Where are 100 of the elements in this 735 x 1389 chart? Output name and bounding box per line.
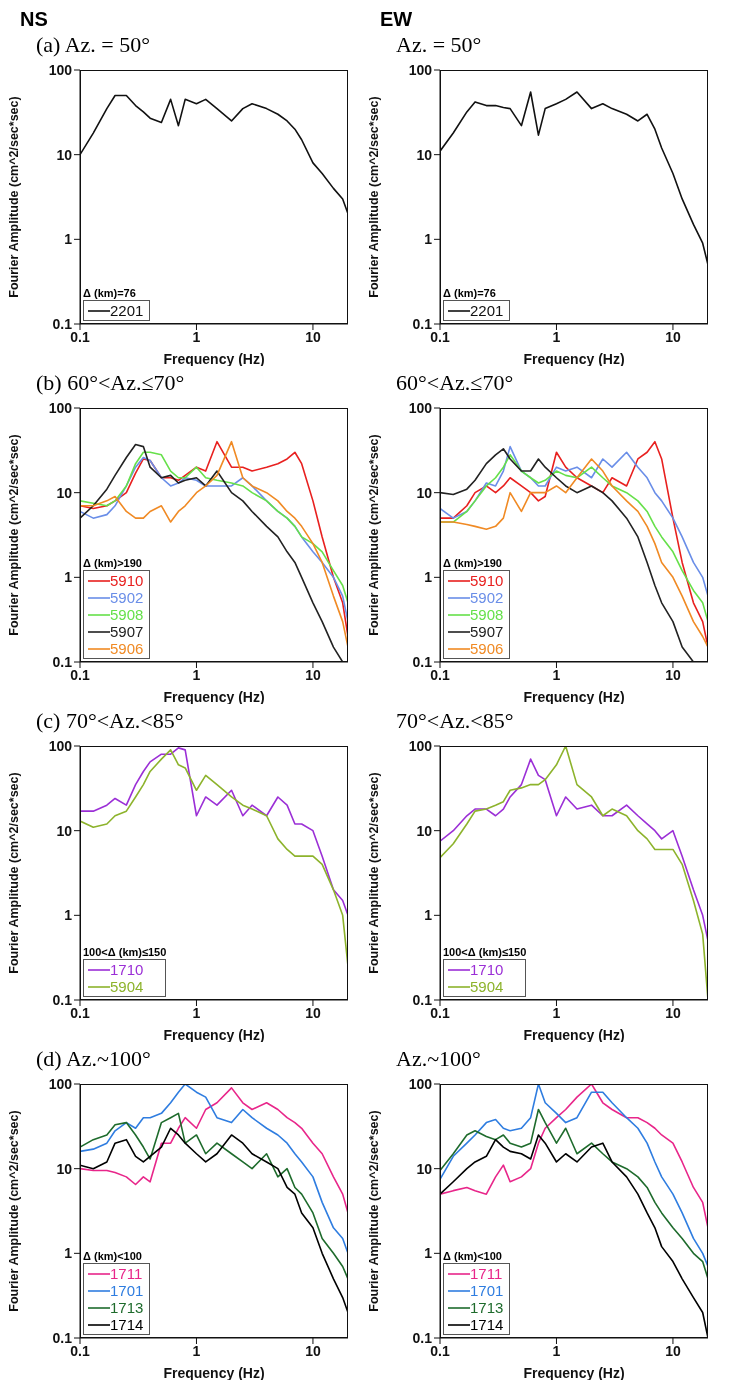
y-tick-label: 100 bbox=[48, 399, 73, 416]
x-tick-label: 10 bbox=[665, 666, 681, 683]
y-tick-label: 1 bbox=[64, 1245, 73, 1262]
x-tick-label: 1 bbox=[552, 1004, 561, 1021]
y-tick-label: 10 bbox=[416, 1160, 433, 1177]
x-tick-label: 1 bbox=[192, 328, 201, 345]
y-tick-label: 0.1 bbox=[52, 653, 73, 670]
x-tick-label: 10 bbox=[305, 666, 321, 683]
y-axis-title: Fourier Amplitude (cm^2/sec*sec) bbox=[367, 96, 382, 298]
x-tick-label: 10 bbox=[305, 328, 321, 345]
y-axis-title: Fourier Amplitude (cm^2/sec*sec) bbox=[7, 1110, 22, 1312]
legend-title: 100<Δ (km)≤150 bbox=[83, 946, 167, 958]
chart-title: Az. = 50° bbox=[395, 32, 483, 59]
x-tick-label: 10 bbox=[665, 1342, 681, 1359]
legend-label: 5908 bbox=[470, 606, 504, 623]
legend-label: 5906 bbox=[470, 640, 504, 657]
y-tick-label: 1 bbox=[424, 907, 433, 924]
y-tick-label: 0.1 bbox=[52, 1329, 73, 1346]
chart-title: (a) Az. = 50° bbox=[35, 32, 152, 59]
y-tick-label: 1 bbox=[424, 231, 433, 248]
x-tick-label: 1 bbox=[552, 666, 561, 683]
legend-label: 5908 bbox=[110, 606, 144, 623]
x-axis-title: Frequency (Hz) bbox=[163, 351, 265, 367]
x-tick-label: 10 bbox=[665, 1004, 681, 1021]
x-tick-label: 1 bbox=[192, 666, 201, 683]
legend-label: 2201 bbox=[110, 302, 144, 319]
legend-label: 1710 bbox=[110, 961, 144, 978]
x-tick-label: 10 bbox=[305, 1004, 321, 1021]
y-axis-title: Fourier Amplitude (cm^2/sec*sec) bbox=[7, 772, 22, 974]
legend-label: 1711 bbox=[110, 1265, 143, 1282]
y-tick-label: 10 bbox=[56, 822, 73, 839]
chart-title: (b) 60°<Az.≤70° bbox=[35, 370, 186, 397]
legend-title: Δ (km)=76 bbox=[83, 287, 137, 299]
legend-label: 5904 bbox=[110, 978, 144, 995]
legend-label: 1714 bbox=[470, 1316, 504, 1333]
x-tick-label: 1 bbox=[552, 1342, 561, 1359]
y-tick-label: 10 bbox=[56, 1160, 73, 1177]
legend-label: 5910 bbox=[110, 572, 144, 589]
y-tick-label: 1 bbox=[64, 569, 73, 586]
y-tick-label: 100 bbox=[408, 61, 433, 78]
y-tick-label: 0.1 bbox=[52, 315, 73, 332]
x-axis-title: Frequency (Hz) bbox=[523, 1027, 625, 1043]
y-tick-label: 10 bbox=[416, 484, 433, 501]
chart-title: 70°<Az.<85° bbox=[395, 708, 515, 735]
y-tick-label: 0.1 bbox=[412, 315, 433, 332]
y-tick-label: 10 bbox=[56, 484, 73, 501]
y-axis-title: Fourier Amplitude (cm^2/sec*sec) bbox=[367, 772, 382, 974]
y-tick-label: 0.1 bbox=[412, 991, 433, 1008]
y-tick-label: 10 bbox=[56, 146, 73, 163]
x-tick-label: 10 bbox=[305, 1342, 321, 1359]
y-tick-label: 100 bbox=[408, 1075, 433, 1092]
x-tick-label: 1 bbox=[192, 1342, 201, 1359]
chart-title: (c) 70°<Az.<85° bbox=[35, 708, 185, 735]
y-tick-label: 10 bbox=[416, 822, 433, 839]
chart-title: Az.~100° bbox=[395, 1046, 482, 1073]
x-tick-label: 1 bbox=[552, 328, 561, 345]
legend-label: 1701 bbox=[470, 1282, 504, 1299]
legend-title: Δ (km)>190 bbox=[83, 557, 143, 569]
legend-title: Δ (km)=76 bbox=[443, 287, 497, 299]
y-tick-label: 100 bbox=[408, 399, 433, 416]
x-axis-title: Frequency (Hz) bbox=[523, 1365, 625, 1381]
x-axis-title: Frequency (Hz) bbox=[523, 689, 625, 705]
legend-label: 2201 bbox=[470, 302, 504, 319]
legend-title: Δ (km)<100 bbox=[443, 1250, 503, 1262]
x-axis-title: Frequency (Hz) bbox=[163, 1027, 265, 1043]
legend-label: 1711 bbox=[470, 1265, 503, 1282]
x-axis-title: Frequency (Hz) bbox=[163, 1365, 265, 1381]
x-axis-title: Frequency (Hz) bbox=[163, 689, 265, 705]
y-tick-label: 1 bbox=[64, 907, 73, 924]
y-tick-label: 1 bbox=[424, 1245, 433, 1262]
legend-label: 5902 bbox=[110, 589, 144, 606]
y-axis-title: Fourier Amplitude (cm^2/sec*sec) bbox=[367, 434, 382, 636]
legend-label: 5904 bbox=[470, 978, 504, 995]
y-tick-label: 0.1 bbox=[52, 991, 73, 1008]
x-tick-label: 1 bbox=[192, 1004, 201, 1021]
legend-label: 1713 bbox=[470, 1299, 504, 1316]
y-tick-label: 1 bbox=[424, 569, 433, 586]
y-axis-title: Fourier Amplitude (cm^2/sec*sec) bbox=[7, 434, 22, 636]
y-tick-label: 100 bbox=[48, 1075, 73, 1092]
chart-title: 60°<Az.≤70° bbox=[395, 370, 515, 397]
legend-title: 100<Δ (km)≤150 bbox=[443, 946, 527, 958]
x-tick-label: 10 bbox=[665, 328, 681, 345]
chart-subtitle: NS bbox=[19, 8, 49, 32]
y-tick-label: 100 bbox=[48, 61, 73, 78]
legend-label: 5910 bbox=[470, 572, 504, 589]
y-tick-label: 0.1 bbox=[412, 1329, 433, 1346]
legend-title: Δ (km)<100 bbox=[83, 1250, 143, 1262]
legend-label: 1713 bbox=[110, 1299, 144, 1316]
legend-title: Δ (km)>190 bbox=[443, 557, 503, 569]
legend-label: 1714 bbox=[110, 1316, 144, 1333]
legend-label: 5907 bbox=[470, 623, 504, 640]
x-axis-title: Frequency (Hz) bbox=[523, 351, 625, 367]
legend-label: 5906 bbox=[110, 640, 144, 657]
legend-label: 5907 bbox=[110, 623, 144, 640]
chart-title: (d) Az.~100° bbox=[35, 1046, 152, 1073]
y-tick-label: 0.1 bbox=[412, 653, 433, 670]
legend-label: 5902 bbox=[470, 589, 504, 606]
legend-label: 1710 bbox=[470, 961, 504, 978]
y-tick-label: 100 bbox=[48, 737, 73, 754]
y-axis-title: Fourier Amplitude (cm^2/sec*sec) bbox=[7, 96, 22, 298]
